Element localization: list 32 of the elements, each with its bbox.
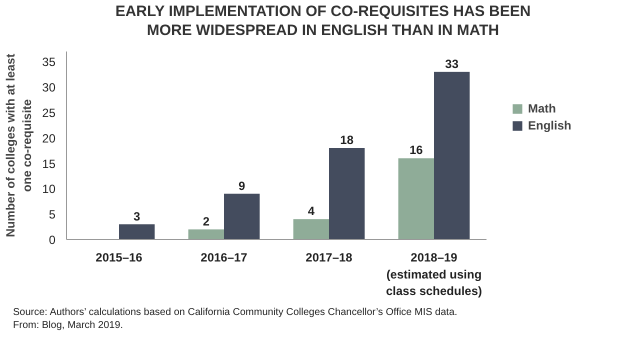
data-label: 33 xyxy=(445,56,459,71)
data-label: 18 xyxy=(340,133,354,148)
y-tick-label: 15 xyxy=(42,156,56,171)
y-tick-label: 5 xyxy=(48,208,56,222)
y-axis-title: Number of colleges with at least one co-requisite xyxy=(3,54,34,238)
data-label: 3 xyxy=(134,209,141,224)
legend-label: English xyxy=(528,118,572,132)
bar xyxy=(398,158,434,240)
data-label: 9 xyxy=(238,178,246,193)
data-label: 2 xyxy=(202,214,210,228)
data-label: 16 xyxy=(409,143,424,158)
source-note: Source: Authors’ calculations based on California Community Colleges Chancellor’s Office MIS data. xyxy=(13,307,458,318)
chart-title: EARLY IMPLEMENTATION OF CO-REQUISITES HAS BEEN MORE WIDESPREAD IN ENGLISH THAN IN MATH xyxy=(115,2,531,40)
y-tick-label: 10 xyxy=(42,182,56,196)
x-tick-label: 2015–16 xyxy=(96,250,143,264)
data-label: 4 xyxy=(308,204,315,218)
y-tick-label: 20 xyxy=(42,131,56,146)
y-tick-label: 25 xyxy=(42,106,56,120)
bar xyxy=(224,194,260,240)
bar xyxy=(188,229,224,240)
bar xyxy=(434,72,470,240)
bar xyxy=(329,148,365,240)
y-tick-label: 0 xyxy=(48,233,56,247)
x-tick-label: 2018–19 (estimated using class schedules) xyxy=(386,250,482,298)
y-tick-label: 35 xyxy=(42,55,56,70)
x-tick-label: 2016–17 xyxy=(200,250,248,264)
bar xyxy=(119,224,155,240)
text: From: Blog, March 2019. xyxy=(13,320,124,331)
y-tick-label: 30 xyxy=(42,80,56,95)
bar xyxy=(293,219,329,240)
legend-label: Math xyxy=(528,102,556,116)
x-tick-label: 2017–18 xyxy=(306,250,353,264)
